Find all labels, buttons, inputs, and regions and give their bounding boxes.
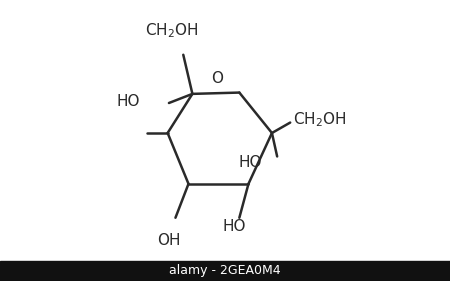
Text: alamy - 2GEA0M4: alamy - 2GEA0M4: [169, 264, 281, 277]
Text: HO: HO: [238, 155, 261, 171]
Text: HO: HO: [222, 219, 246, 234]
Text: O: O: [211, 71, 223, 86]
Text: HO: HO: [117, 94, 140, 109]
Text: CH$_2$OH: CH$_2$OH: [293, 111, 346, 129]
Text: OH: OH: [157, 234, 181, 248]
Text: CH$_2$OH: CH$_2$OH: [145, 22, 198, 40]
